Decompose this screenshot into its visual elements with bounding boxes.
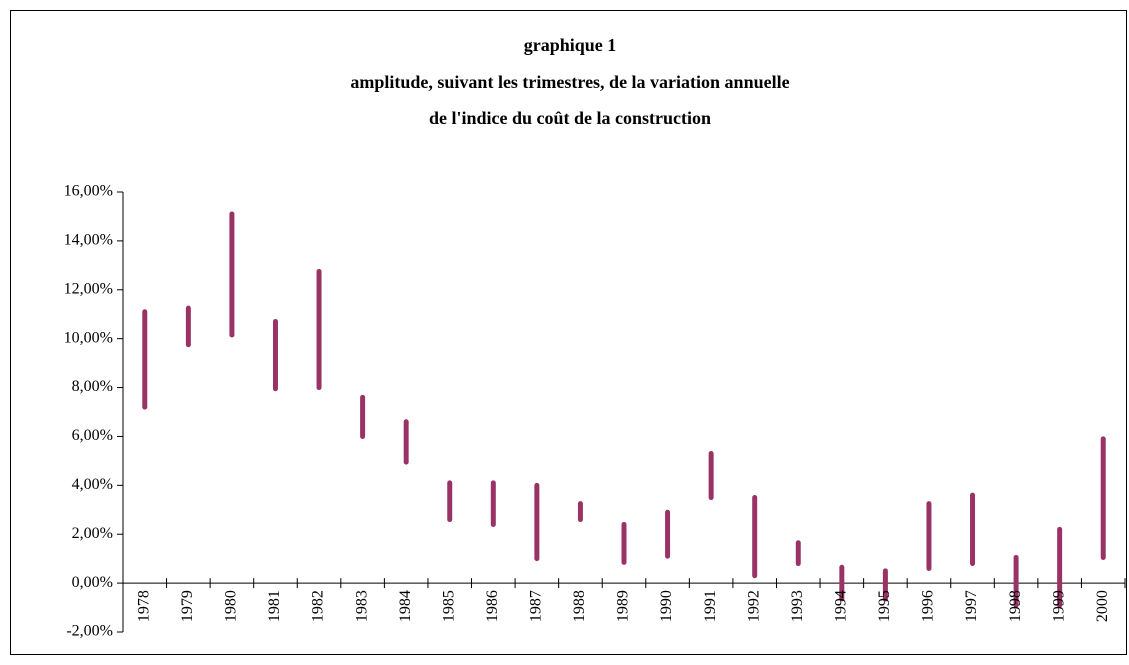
- x-tick-label: 1987: [528, 590, 545, 622]
- chart-title: graphique 1: [524, 35, 617, 55]
- x-tick-label: 1990: [658, 590, 675, 622]
- y-tick-label: 14,00%: [64, 232, 113, 249]
- y-tick-label: 10,00%: [64, 329, 113, 346]
- chart-title: amplitude, suivant les trimestres, de la…: [350, 72, 789, 92]
- y-tick-label: -2,00%: [66, 623, 113, 640]
- x-tick-label: 1988: [571, 590, 588, 622]
- y-tick-label: 0,00%: [72, 574, 113, 591]
- x-tick-label: 1985: [440, 590, 457, 622]
- x-tick-label: 1984: [397, 590, 414, 622]
- x-tick-label: 1999: [1050, 590, 1067, 622]
- y-tick-label: 16,00%: [64, 183, 113, 200]
- y-tick-label: 8,00%: [72, 378, 113, 395]
- x-tick-label: 1994: [832, 590, 849, 622]
- x-tick-label: 1989: [615, 590, 632, 622]
- y-tick-label: 2,00%: [72, 525, 113, 542]
- x-tick-label: 1991: [702, 590, 719, 622]
- x-tick-label: 1998: [1007, 590, 1024, 622]
- x-tick-label: 1996: [920, 590, 937, 622]
- chart-title: de l'indice du coût de la construction: [429, 108, 711, 128]
- x-tick-label: 1978: [135, 590, 152, 622]
- chart-frame: [10, 10, 1127, 655]
- x-tick-label: 1982: [310, 590, 327, 622]
- x-tick-label: 1993: [789, 590, 806, 622]
- x-tick-label: 1983: [353, 590, 370, 622]
- y-tick-label: 12,00%: [64, 280, 113, 297]
- x-tick-label: 1986: [484, 590, 501, 622]
- y-tick-label: 4,00%: [72, 476, 113, 493]
- x-tick-label: 1992: [745, 590, 762, 622]
- x-tick-label: 1981: [266, 590, 283, 622]
- x-tick-label: 1997: [963, 590, 980, 622]
- x-tick-label: 1995: [876, 590, 893, 622]
- x-tick-label: 1979: [179, 590, 196, 622]
- y-tick-label: 6,00%: [72, 427, 113, 444]
- x-tick-label: 2000: [1094, 590, 1111, 622]
- x-tick-label: 1980: [223, 590, 240, 622]
